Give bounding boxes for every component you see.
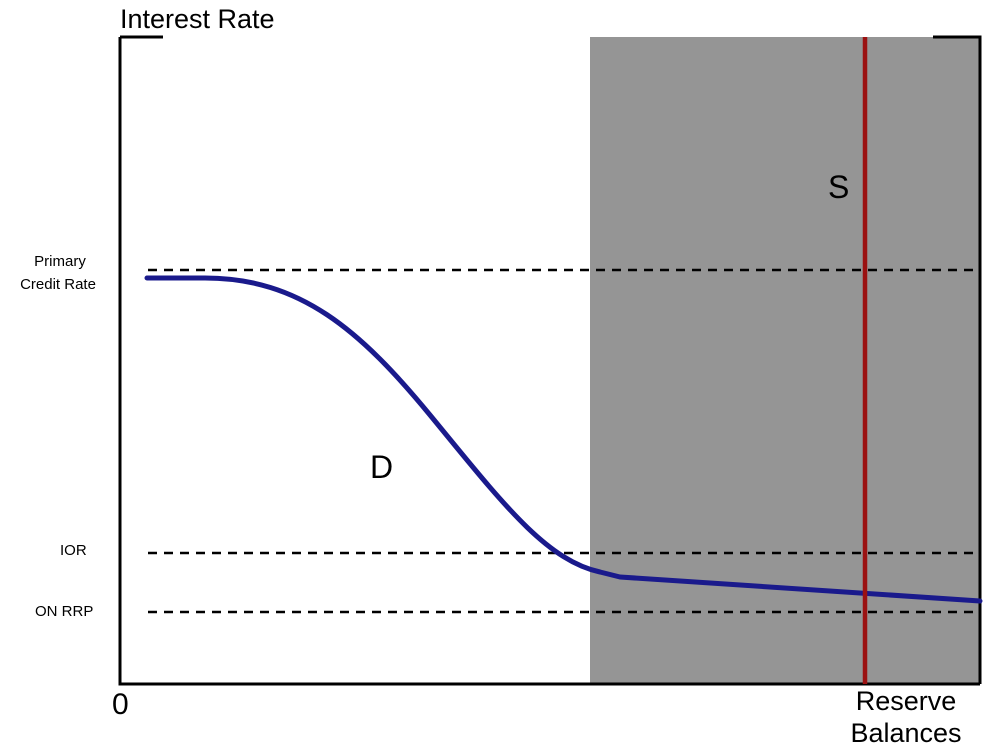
right-border xyxy=(933,35,982,684)
demand-curve xyxy=(144,275,983,604)
supply-label: S xyxy=(828,169,849,205)
y-axis-title: Interest Rate xyxy=(120,4,275,34)
primary-credit-label-line2: Credit Rate xyxy=(20,276,96,293)
shaded-region xyxy=(590,37,980,684)
ior-label: IOR xyxy=(60,542,87,559)
y-axis xyxy=(118,35,980,686)
x-axis-title-line2: Balances xyxy=(850,718,961,748)
on-rrp-label: ON RRP xyxy=(35,603,93,620)
primary-credit-label-line1: Primary xyxy=(34,253,86,270)
x-axis-title-line1: Reserve xyxy=(856,686,957,716)
demand-label: D xyxy=(370,449,393,485)
origin-label: 0 xyxy=(112,688,129,721)
